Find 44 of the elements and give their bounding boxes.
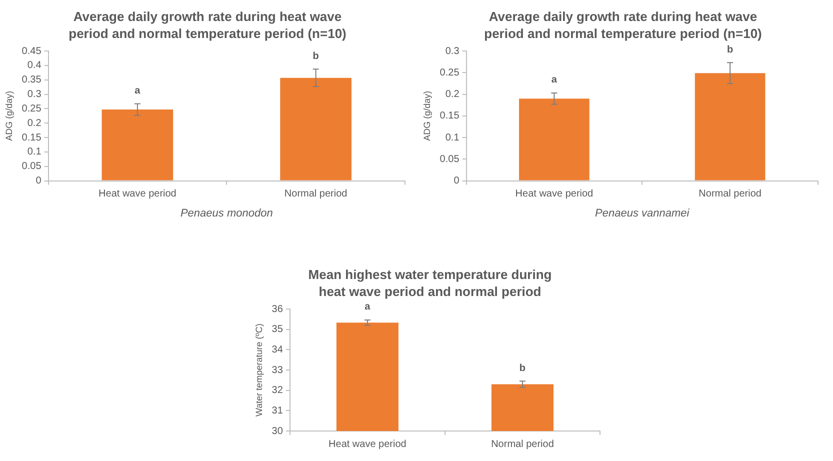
- annotation: a: [134, 86, 141, 97]
- chart-title: Average daily growth rate during heat wave period and normal temperature period (n=10): [483, 8, 763, 42]
- y-tick-label: 0.45: [22, 46, 42, 57]
- y-tick-label: 0.3: [445, 46, 460, 57]
- y-tick-label: 0.2: [27, 118, 42, 129]
- y-tick-label: 30: [272, 426, 284, 437]
- y-tick-label: 0.35: [22, 74, 42, 86]
- y-tick-label: 0.25: [440, 67, 460, 78]
- x-axis-title: Penaeus monodon: [180, 207, 273, 220]
- y-axis-title: Water temperature (ºC): [254, 324, 264, 416]
- y-tick-label: 0.05: [22, 161, 42, 172]
- x-tick-label: Normal period: [284, 188, 348, 200]
- x-tick-label: Heat wave period: [328, 438, 406, 450]
- x-tick-label: Heat wave period: [515, 188, 594, 200]
- y-tick-label: 34: [272, 344, 284, 356]
- chart-title: Average daily growth rate during heat wave period and normal temperature period (n=10): [68, 8, 348, 42]
- x-tick-label: Heat wave period: [98, 188, 176, 200]
- y-tick-label: 0.1: [27, 146, 42, 158]
- y-tick-label: 0: [36, 176, 42, 187]
- y-tick-label: 0.15: [440, 110, 460, 122]
- x-axis-title: Penaeus vannamei: [595, 207, 690, 220]
- y-axis-title: ADG (g/day): [422, 90, 432, 141]
- x-tick-label: Normal period: [491, 438, 554, 450]
- chart-title: Mean highest water temperature during heat wave period and normal period: [307, 266, 553, 300]
- annotation: a: [364, 302, 371, 313]
- y-tick-label: 31: [272, 405, 284, 416]
- y-tick-label: 35: [272, 324, 284, 336]
- y-tick-label: 0.4: [27, 60, 42, 72]
- y-tick-label: 0: [454, 176, 460, 187]
- y-tick-label: 0.25: [22, 103, 42, 114]
- y-tick-label: 0.1: [445, 132, 460, 144]
- annotation: b: [312, 50, 319, 62]
- annotation: b: [727, 44, 734, 56]
- annotation: a: [551, 74, 558, 86]
- y-tick-label: 0.05: [440, 154, 460, 165]
- y-tick-label: 0.15: [22, 132, 42, 144]
- y-tick-label: 0.2: [445, 89, 460, 100]
- y-tick-label: 0.3: [27, 89, 42, 100]
- annotation: b: [519, 362, 526, 374]
- y-axis-title: ADG (g/day): [4, 90, 14, 141]
- y-tick-label: 36: [272, 304, 284, 315]
- y-tick-label: 32: [272, 385, 284, 396]
- x-tick-label: Normal period: [698, 188, 762, 200]
- y-tick-label: 33: [272, 364, 284, 376]
